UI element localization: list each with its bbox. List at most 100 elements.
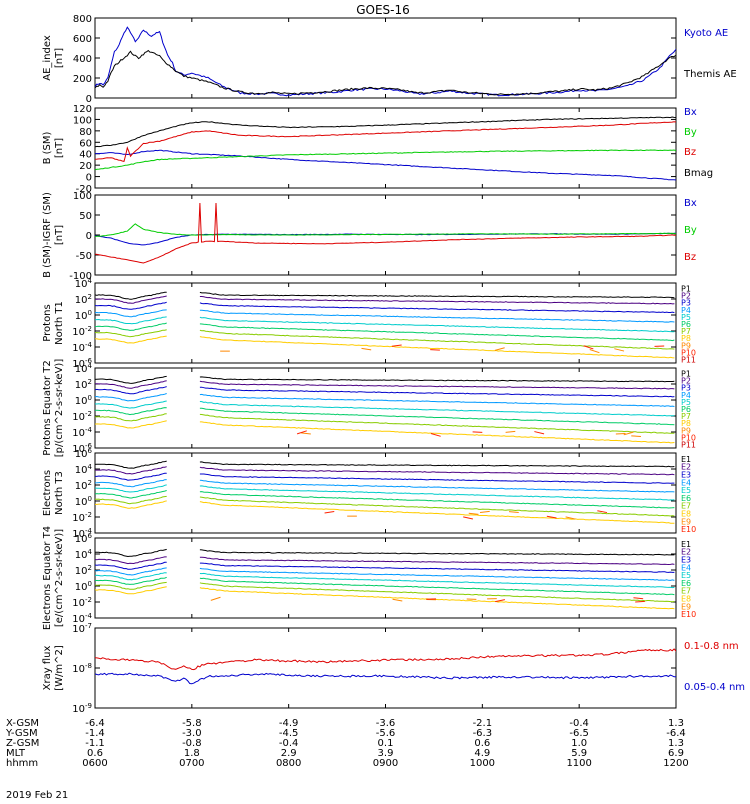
channel-line-p8	[200, 337, 675, 358]
y-tick-label: 600	[73, 34, 92, 45]
channel-line-p8	[95, 421, 167, 428]
y-tick-label: 60	[79, 138, 92, 149]
panel-frame	[95, 108, 676, 188]
sparse-dash	[211, 597, 221, 600]
channel-line-p3	[200, 303, 675, 313]
channel-line-e5	[95, 573, 167, 580]
channel-line-p6	[200, 408, 675, 425]
plot-title: GOES-16	[356, 3, 410, 17]
y-tick-label: 80	[79, 127, 92, 138]
series-line-0-05-0-4-nm	[95, 673, 676, 684]
y-tick-label: 0	[86, 173, 92, 184]
legend-bx: Bx	[684, 198, 697, 209]
channel-line-e8	[200, 502, 675, 524]
channel-line-p2	[200, 381, 675, 389]
series-line-bmag	[95, 117, 676, 147]
sparse-dash	[534, 432, 544, 434]
channel-line-e1	[200, 462, 675, 467]
channel-line-e4	[95, 480, 167, 487]
y-tick-label: 120	[73, 104, 92, 115]
y-tick-label: 20	[79, 161, 92, 172]
y-tick-label: 10-9	[72, 702, 92, 715]
y-tick-label: 104	[75, 277, 93, 290]
series-line-bx	[95, 150, 676, 180]
sparse-dash	[633, 598, 643, 599]
date-label: 2019 Feb 21	[6, 790, 68, 800]
series-line-0-1-0-8-nm	[95, 649, 676, 670]
y-tick-label: 200	[73, 74, 92, 85]
y-tick-label: 10-7	[72, 622, 92, 635]
channel-line-e1	[95, 461, 167, 468]
y-tick-label: -50	[76, 251, 92, 262]
legend-p11: P11	[681, 441, 696, 450]
y-tick-label: 100	[75, 309, 92, 322]
y-axis-label: Electrons Equator T4[e/(cm^2-s-sr-keV)]	[42, 526, 65, 630]
sparse-dash	[495, 348, 505, 351]
sparse-dash	[361, 348, 371, 350]
y-axis-label: ProtonsNorth T1	[42, 301, 65, 345]
legend-bz: Bz	[684, 252, 696, 263]
sparse-dash	[392, 345, 402, 346]
legend-bx: Bx	[684, 107, 697, 118]
sparse-dash	[325, 512, 335, 514]
channel-line-p1	[200, 377, 675, 382]
sparse-dash	[597, 511, 607, 513]
sparse-dash	[463, 517, 473, 519]
channel-line-p5	[200, 402, 675, 416]
y-tick-label: 104	[75, 548, 93, 561]
y-axis-label: B (SM)[nT]	[42, 131, 65, 164]
channel-line-e7	[95, 496, 167, 503]
channel-line-p4	[95, 310, 167, 317]
y-tick-label: 102	[75, 293, 92, 306]
y-tick-label: 10-2	[72, 596, 92, 609]
legend-e10: E10	[681, 525, 696, 534]
channel-line-p2	[95, 381, 167, 389]
sparse-dash	[509, 512, 519, 513]
y-tick-label: 0	[86, 231, 92, 242]
y-axis-label: AE_index[nT]	[42, 35, 65, 81]
sparse-dash	[495, 600, 505, 602]
y-tick-label: 400	[73, 54, 92, 65]
series-line-bz	[95, 122, 676, 162]
x-axis-table: X-GSMY-GSMZ-GSMMLThhmm-6.4-1.4-1.10.6060…	[5, 718, 689, 769]
channel-line-p6	[95, 408, 167, 415]
channel-line-e7	[95, 582, 167, 589]
y-tick-label: 10-4	[72, 341, 92, 354]
channel-line-e2	[200, 467, 675, 475]
x-axis-value: 0900	[373, 758, 398, 769]
sparse-dash	[480, 511, 490, 512]
series-line-bz	[95, 203, 676, 263]
channel-line-e1	[95, 549, 167, 556]
sparse-dash	[506, 431, 516, 432]
panel-frame	[95, 18, 676, 98]
channel-line-p4	[200, 394, 675, 406]
sparse-dash	[301, 433, 311, 434]
channel-line-e3	[200, 563, 675, 572]
legend-bmag: Bmag	[684, 168, 713, 179]
y-tick-label: 10-2	[72, 325, 92, 338]
sparse-dash	[631, 436, 641, 437]
sparse-dash	[590, 350, 600, 353]
channel-line-p1	[95, 376, 167, 383]
channel-line-e4	[200, 568, 675, 580]
x-axis-value: 0800	[276, 758, 301, 769]
legend-p11: P11	[681, 356, 696, 365]
y-tick-label: 100	[75, 580, 92, 593]
y-tick-label: 102	[75, 479, 92, 492]
channel-line-e6	[200, 578, 675, 595]
legend-e10: E10	[681, 610, 696, 619]
y-tick-label: 800	[73, 14, 92, 25]
y-axis-label: Protons Equator T2[p/(cm^2-s-sr-keV)]	[42, 359, 65, 458]
y-tick-label: 10-2	[72, 511, 92, 524]
channel-line-p5	[200, 317, 675, 332]
y-tick-label: 100	[73, 191, 92, 202]
x-axis-value: 1200	[663, 758, 688, 769]
series-line-themis-ae	[95, 51, 676, 95]
